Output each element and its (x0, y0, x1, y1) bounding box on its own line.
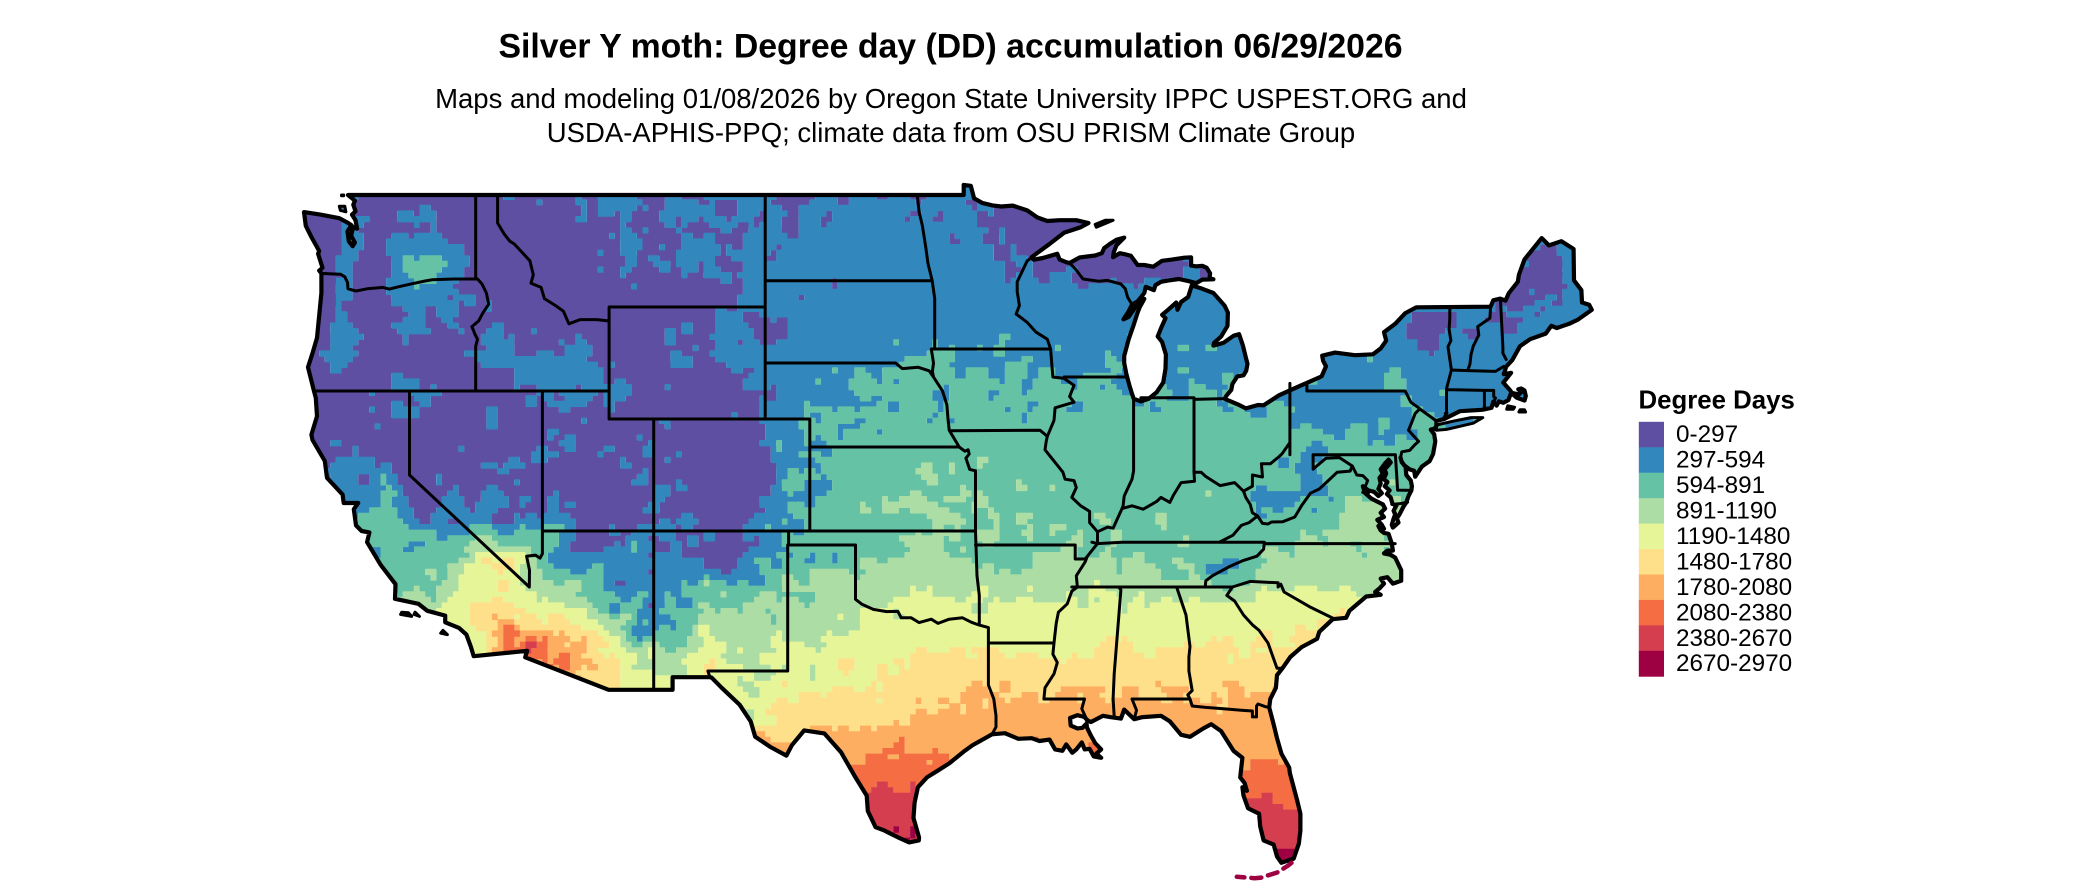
svg-text:1480-1780: 1480-1780 (1676, 548, 1792, 575)
svg-text:Degree Days: Degree Days (1639, 387, 1795, 415)
svg-text:2670-2970: 2670-2970 (1676, 650, 1792, 677)
svg-text:2080-2380: 2080-2380 (1676, 599, 1792, 626)
svg-text:Maps and modeling 01/08/2026 b: Maps and modeling 01/08/2026 by Oregon S… (435, 83, 1467, 114)
svg-text:891-1190: 891-1190 (1676, 498, 1777, 525)
svg-text:0-297: 0-297 (1676, 421, 1738, 448)
svg-text:297-594: 297-594 (1676, 447, 1765, 474)
svg-text:Silver Y moth: Degree day (DD): Silver Y moth: Degree day (DD) accumulat… (498, 28, 1402, 66)
svg-text:USDA-APHIS-PPQ; climate data f: USDA-APHIS-PPQ; climate data from OSU PR… (547, 117, 1355, 148)
svg-text:1780-2080: 1780-2080 (1676, 574, 1792, 601)
svg-text:594-891: 594-891 (1676, 472, 1765, 499)
svg-text:2380-2670: 2380-2670 (1676, 625, 1792, 652)
svg-text:1190-1480: 1190-1480 (1676, 523, 1790, 550)
